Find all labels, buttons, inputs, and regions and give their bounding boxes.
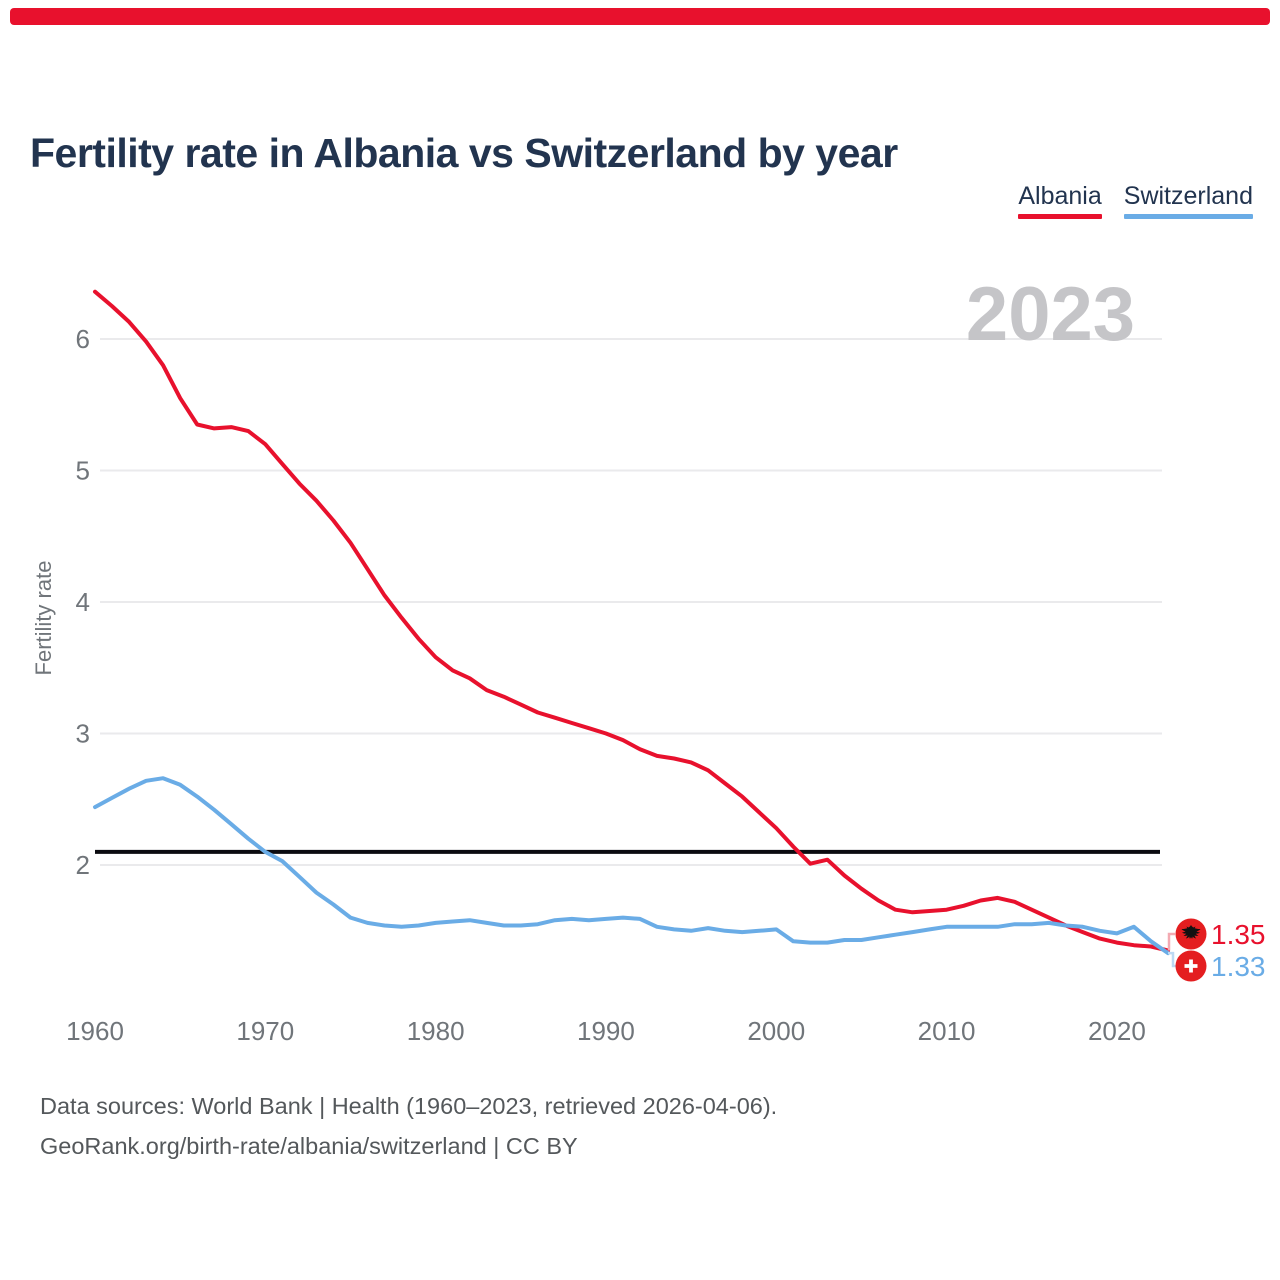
x-tick-2010: 2010 [918, 1016, 976, 1046]
albania-flag-icon [1175, 918, 1207, 950]
x-tick-1970: 1970 [236, 1016, 294, 1046]
switzerland-flag-icon [1175, 950, 1207, 982]
top-accent-bar [10, 8, 1270, 25]
x-tick-2020: 2020 [1088, 1016, 1146, 1046]
page-title: Fertility rate in Albania vs Switzerland… [30, 130, 898, 177]
switzerland-series-line [93, 776, 1170, 956]
y-tick-2: 2 [76, 850, 90, 880]
legend-item-albania[interactable]: Albania [1018, 182, 1102, 219]
year-watermark: 2023 [966, 272, 1135, 357]
x-tick-1980: 1980 [407, 1016, 465, 1046]
albania-end-value: 1.35 [1211, 919, 1266, 950]
x-tick-1990: 1990 [577, 1016, 635, 1046]
x-tick-1960: 1960 [66, 1016, 124, 1046]
y-tick-5: 5 [76, 456, 90, 486]
source-note: Data sources: World Bank | Health (1960–… [40, 1086, 777, 1166]
albania-series-line [93, 289, 1170, 953]
y-tick-6: 6 [76, 324, 90, 354]
switzerland-connector [1168, 951, 1177, 968]
y-tick-4: 4 [76, 587, 90, 617]
legend: Albania Switzerland [1018, 184, 1253, 219]
legend-label-albania: Albania [1018, 182, 1102, 210]
albania-connector [1167, 932, 1175, 951]
source-note-line1: Data sources: World Bank | Health (1960–… [40, 1093, 778, 1119]
switzerland-end-value: 1.33 [1211, 951, 1266, 982]
legend-underline-switzerland [1123, 214, 1253, 219]
y-tick-3: 3 [76, 719, 90, 749]
legend-underline-albania [1018, 214, 1102, 219]
x-tick-2000: 2000 [747, 1016, 805, 1046]
source-note-line2: GeoRank.org/birth-rate/albania/switzerla… [40, 1133, 578, 1159]
legend-label-switzerland: Switzerland [1123, 182, 1253, 210]
legend-item-switzerland[interactable]: Switzerland [1123, 182, 1253, 219]
